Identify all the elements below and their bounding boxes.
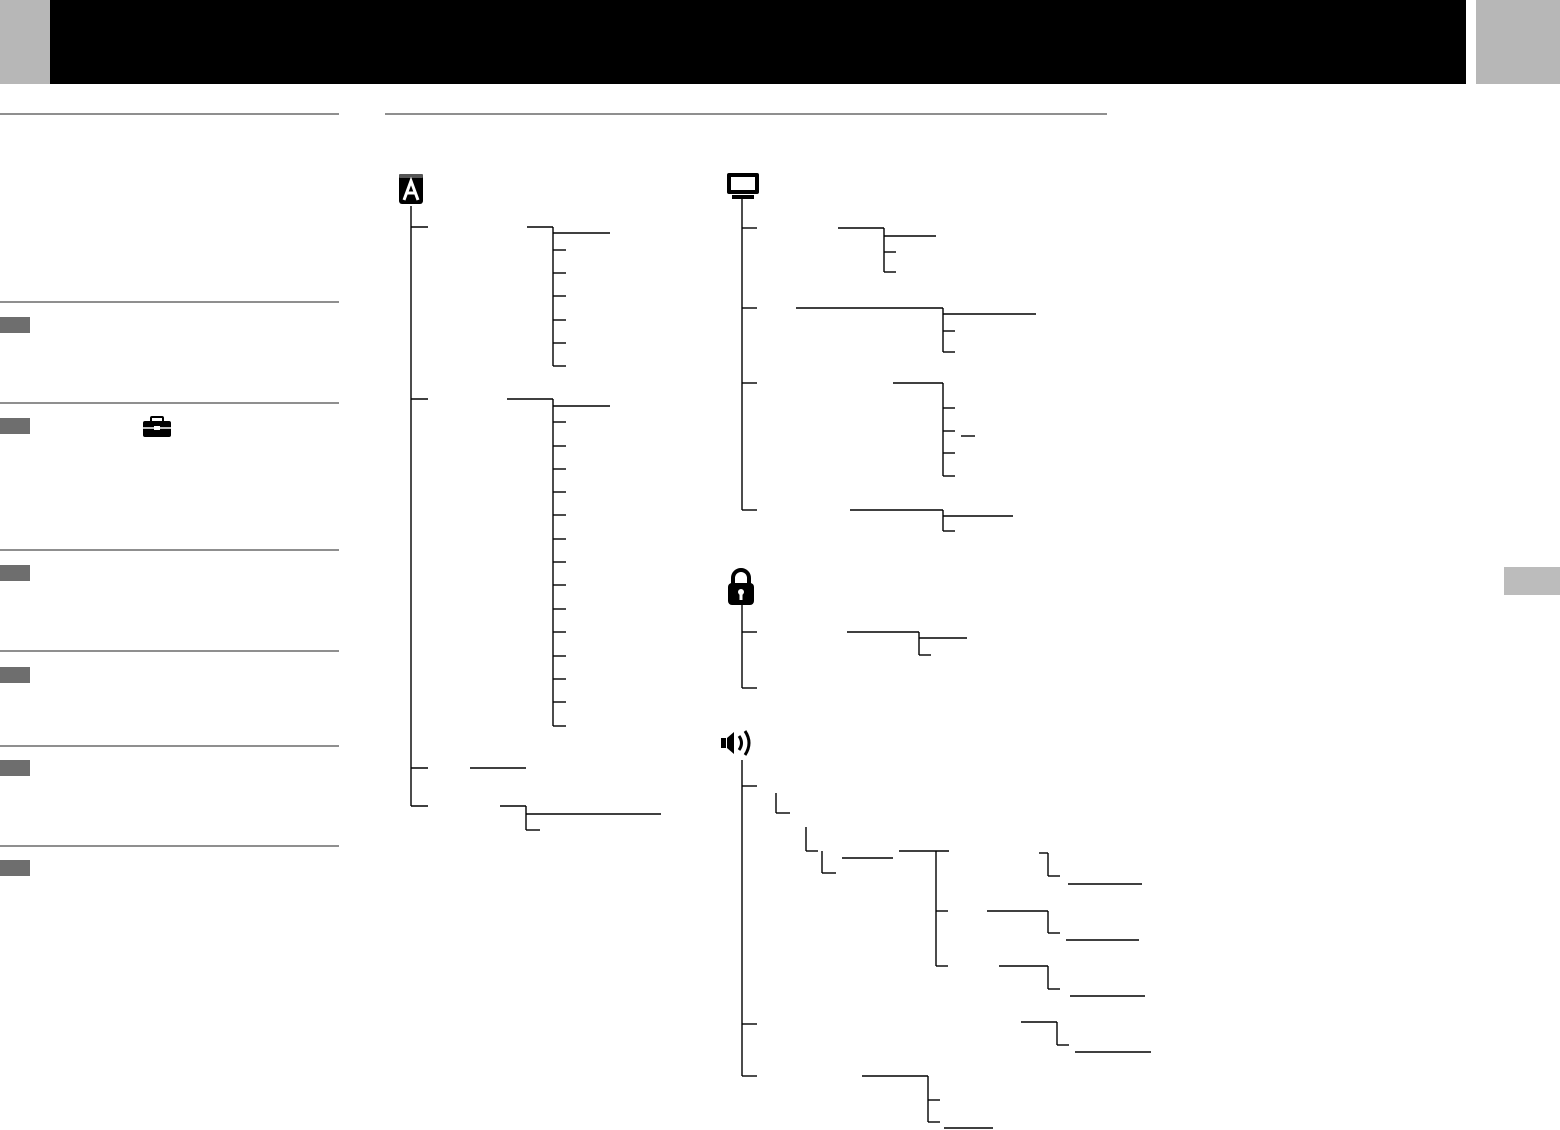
header-right-block bbox=[1476, 0, 1560, 84]
header-bar bbox=[50, 0, 1466, 84]
step-1-chip bbox=[0, 317, 30, 333]
step-1-rule bbox=[0, 301, 339, 303]
step-5-rule bbox=[0, 745, 339, 747]
speaker-icon bbox=[721, 730, 751, 756]
side-index-tab bbox=[1504, 567, 1560, 595]
step-4-rule bbox=[0, 650, 339, 652]
main-top-rule bbox=[385, 113, 1107, 115]
step-4-chip bbox=[0, 667, 30, 683]
step-2-chip bbox=[0, 418, 30, 434]
toolbox-icon bbox=[143, 416, 171, 437]
step-2-rule bbox=[0, 402, 339, 404]
left-top-rule bbox=[0, 113, 339, 115]
step-6-rule bbox=[0, 845, 339, 847]
header-left-block bbox=[0, 0, 50, 84]
padlock-icon bbox=[728, 568, 754, 605]
step-3-chip bbox=[0, 565, 30, 581]
step-3-rule bbox=[0, 549, 339, 551]
step-5-chip bbox=[0, 760, 30, 776]
step-6-chip bbox=[0, 860, 30, 876]
monitor-icon bbox=[727, 173, 759, 199]
language-a-icon bbox=[399, 174, 423, 204]
